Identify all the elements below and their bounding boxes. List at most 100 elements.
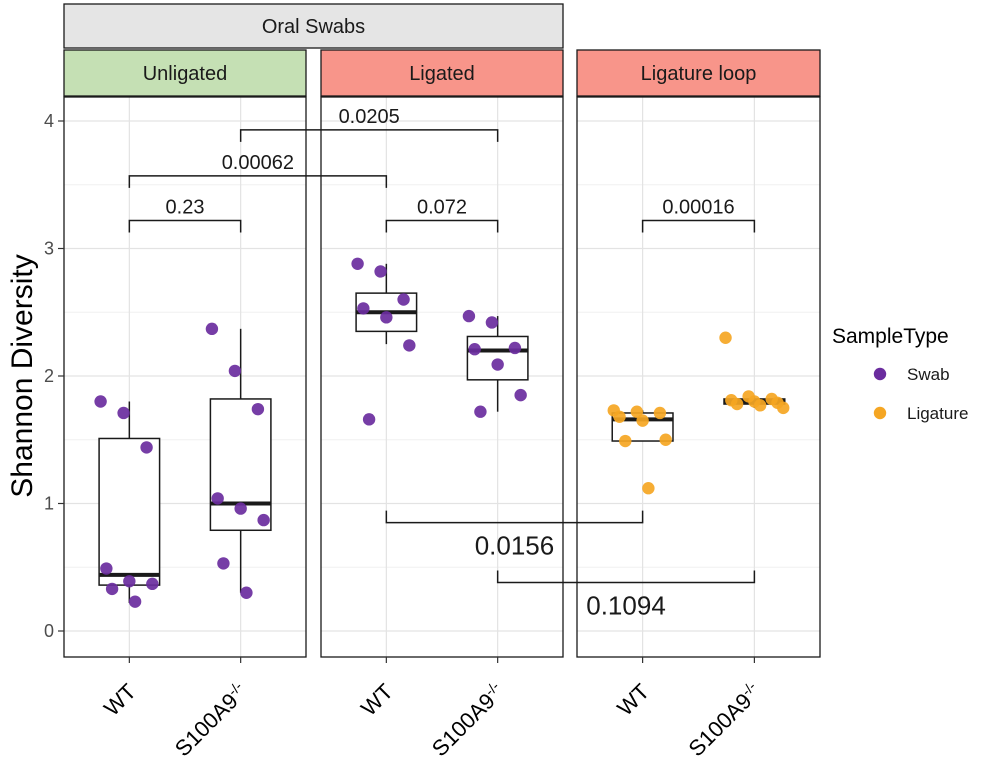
p-value-label: 0.00062 [222, 152, 294, 174]
data-point [94, 395, 107, 408]
panel-border [576, 96, 821, 658]
y-axis: 0 1 2 3 4 Shannon Diversity [6, 111, 64, 641]
data-point [630, 405, 644, 418]
y-axis-label: Shannon Diversity [6, 254, 39, 497]
x-tick-label: S100A9-/- [169, 678, 252, 761]
data-point [357, 302, 370, 315]
bracket-line [641, 219, 756, 233]
data-point [228, 364, 242, 378]
p-value-label: 0.23 [166, 196, 205, 218]
x-tick-label: WT [612, 679, 654, 721]
outer-strip-box [63, 3, 564, 49]
data-point [653, 406, 667, 420]
data-point [251, 402, 265, 416]
p-value-label: 0.072 [417, 196, 467, 218]
data-point [730, 397, 744, 411]
data-point [485, 316, 499, 329]
data-point [619, 434, 632, 448]
data-point [240, 586, 253, 599]
panel-1 [63, 96, 307, 658]
data-point [217, 557, 230, 570]
legend-label: Swab [907, 365, 950, 384]
x-axis: WT S100A9-/- WT S100A9-/- WT S100A9-/- [99, 657, 766, 761]
comparison-bracket: 0.1094 [496, 570, 756, 621]
bracket-line [128, 175, 388, 188]
legend-key [873, 406, 887, 420]
data-point [613, 410, 626, 423]
comparison-bracket: 0.00062 [128, 152, 388, 188]
panel-2 [320, 96, 564, 658]
data-point [636, 414, 649, 427]
comparison-bracket: 0.0205 [239, 106, 499, 142]
data-point [508, 341, 522, 355]
panel-strip-box [576, 49, 821, 97]
x-tick-label: WT [99, 679, 141, 721]
bracket-line [128, 219, 242, 233]
comparison-bracket: 0.072 [385, 196, 499, 233]
data-point [374, 265, 387, 278]
comparison-bracket: 0.0156 [385, 510, 644, 561]
x-tick-label: WT [356, 679, 398, 721]
bracket-line [496, 570, 756, 584]
data-point [403, 339, 416, 352]
y-tick-label: 1 [44, 494, 54, 514]
p-value-label: 0.0156 [475, 531, 555, 561]
data-point [234, 502, 247, 515]
data-point [468, 343, 481, 356]
panel-strip-box [63, 49, 307, 97]
data-point [642, 482, 655, 495]
comparison-bracket: 0.23 [128, 196, 242, 233]
panel-border [320, 96, 564, 658]
panel-strip-label: Unligated [143, 63, 228, 85]
data-point [362, 413, 376, 426]
y-tick-label: 2 [44, 366, 54, 386]
data-point [753, 399, 767, 412]
data-point [491, 358, 504, 371]
facet-strips: Oral Swabs Unligated Ligated Ligature loop [63, 3, 821, 97]
legend-label: Ligature [907, 404, 968, 423]
panel-border [63, 96, 307, 658]
y-tick-label: 0 [44, 621, 54, 641]
data-point [105, 582, 119, 596]
data-point [257, 513, 270, 527]
facet-panels [63, 96, 821, 658]
outer-strip-label: Oral Swabs [262, 16, 365, 38]
data-point [380, 311, 393, 324]
comparison-bracket: 0.00016 [641, 196, 756, 233]
box [98, 437, 161, 586]
bracket-line [385, 219, 499, 233]
panel-strip-box [320, 49, 564, 97]
box [466, 335, 529, 381]
x-tick-label: S100A9-/- [426, 678, 509, 761]
p-value-label: 0.00016 [662, 196, 734, 218]
data-point [205, 322, 219, 336]
data-point [117, 406, 130, 420]
data-point [146, 577, 159, 591]
data-point [514, 388, 527, 402]
panel-3 [576, 96, 821, 658]
data-point [100, 562, 113, 575]
y-tick-label: 3 [44, 239, 54, 259]
y-tick-label: 4 [44, 111, 54, 131]
data-point [351, 257, 364, 270]
x-tick-label: S100A9-/- [683, 678, 766, 761]
legend-key [873, 367, 887, 381]
bracket-line [385, 510, 644, 524]
data-point [777, 401, 790, 415]
data-point [140, 441, 153, 454]
data-point [397, 293, 410, 306]
legend-title: SampleType [832, 325, 949, 348]
data-point [123, 575, 136, 588]
data-point [462, 309, 476, 323]
panel-strip-label: Ligated [409, 63, 475, 85]
panel-strip-label: Ligature loop [641, 63, 757, 85]
p-value-label: 0.0205 [339, 106, 400, 128]
data-point [128, 595, 142, 608]
legend: SampleType Swab Ligature [832, 325, 968, 423]
data-point [719, 331, 732, 344]
p-value-label: 0.1094 [586, 591, 666, 621]
bracket-line [239, 129, 499, 142]
data-point [474, 405, 487, 418]
significance-brackets: 0.0205 0.00062 0.23 0.072 0.00016 0.0156 0.109… [128, 106, 756, 621]
